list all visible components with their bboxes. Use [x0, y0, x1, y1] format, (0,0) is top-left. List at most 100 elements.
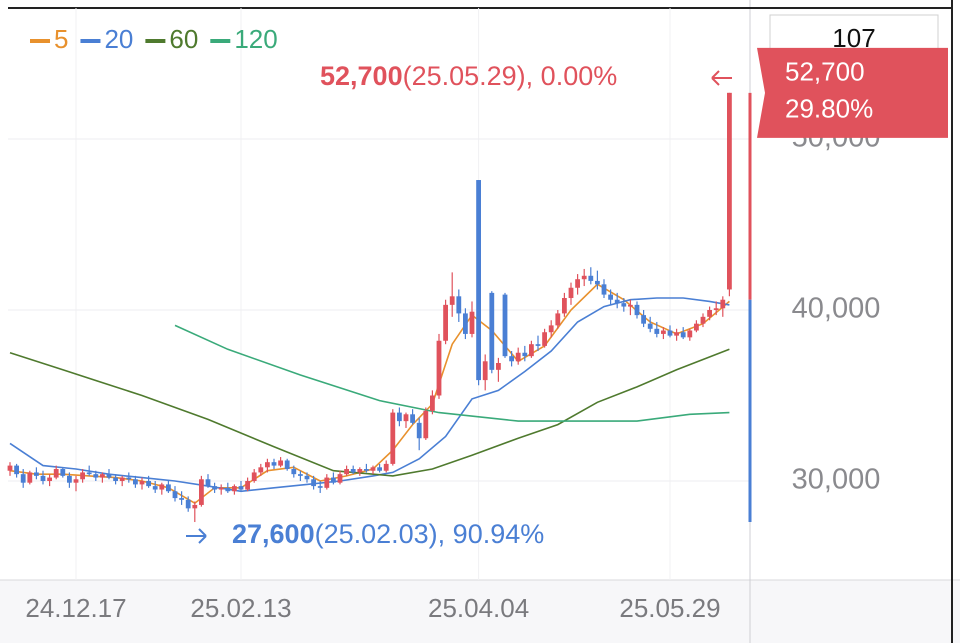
candle-body — [304, 475, 310, 480]
price-tag — [757, 47, 948, 138]
candle-body — [727, 92, 732, 290]
candle-body — [271, 462, 277, 466]
candle-body — [166, 484, 171, 492]
x-tick-label: 25.04.04 — [428, 593, 529, 623]
candle-body — [152, 486, 158, 490]
candle-body — [172, 491, 178, 499]
candle-body — [654, 328, 660, 334]
candle-body — [337, 474, 343, 483]
candle-body — [133, 479, 138, 485]
candle-body — [179, 498, 184, 500]
candle-body — [456, 296, 462, 314]
candle-body — [661, 330, 666, 334]
y-tick-label: 40,000 — [792, 293, 881, 325]
candle-body — [60, 469, 66, 476]
candle-body — [113, 477, 118, 481]
high-price: 52,700 — [320, 61, 403, 91]
candle-body — [390, 412, 396, 464]
candle-body — [344, 469, 349, 475]
ma-line — [9, 297, 730, 493]
ma-line — [174, 324, 730, 422]
candle-body — [575, 279, 580, 288]
x-tick-label: 24.12.17 — [25, 593, 126, 623]
candle-body — [476, 180, 481, 381]
x-axis-band — [0, 580, 960, 643]
candle-body — [205, 479, 211, 487]
low-detail: (25.02.03), 90.94% — [315, 519, 545, 549]
candle-body — [555, 313, 561, 326]
candle-body — [621, 303, 627, 307]
low-note: 27,600(25.02.03), 90.94% — [232, 519, 544, 549]
candle-body — [119, 477, 125, 481]
candle-body — [416, 422, 422, 439]
price-tag-change: 29.80% — [785, 94, 873, 124]
candle-body — [568, 287, 574, 299]
candle-body — [53, 469, 59, 478]
candle-body — [529, 344, 534, 357]
candle-body — [225, 487, 231, 492]
high-detail: (25.05.29), 0.00% — [403, 61, 618, 91]
candle-body — [423, 410, 429, 439]
candle-body — [535, 344, 541, 346]
candle-body — [601, 284, 607, 295]
candle-body — [397, 412, 402, 422]
candle-body — [284, 460, 290, 470]
candle-body — [14, 465, 19, 475]
ma-line — [9, 348, 730, 477]
candle-body — [34, 472, 39, 476]
high-note: 52,700(25.05.29), 0.00% — [320, 61, 617, 91]
candle-body — [139, 480, 145, 485]
candle-body — [383, 463, 389, 471]
candle-body — [489, 292, 495, 370]
candle-body — [218, 487, 224, 490]
candle-body — [126, 477, 132, 480]
candle-body — [581, 275, 587, 280]
candle-body — [357, 469, 363, 473]
candle-body — [192, 504, 198, 509]
candle-body — [311, 479, 316, 487]
candle-body — [212, 486, 217, 490]
candle-body — [634, 304, 640, 316]
candle-body — [614, 299, 620, 304]
candle-body — [595, 280, 600, 285]
candle-body — [146, 480, 151, 487]
candle-body — [562, 298, 567, 314]
y-tick-label: 30,000 — [792, 464, 881, 496]
candle-body — [548, 325, 554, 333]
high-arrow — [711, 70, 732, 86]
candle-body — [40, 475, 46, 481]
candle-body — [265, 462, 270, 468]
legend-label: 60 — [169, 24, 198, 54]
candle-body — [628, 304, 633, 307]
candle-body — [27, 472, 33, 483]
candle-body — [106, 474, 112, 478]
candle-body — [482, 361, 488, 381]
candle-body — [80, 472, 85, 480]
candle-body — [324, 477, 330, 488]
candle-body — [720, 299, 726, 309]
candle-body — [86, 472, 92, 475]
low-price: 27,600 — [232, 519, 315, 549]
candle-body — [522, 352, 528, 357]
candle-body — [350, 469, 356, 473]
candle-body — [502, 294, 508, 357]
candle-body — [515, 352, 521, 362]
candle-body — [298, 474, 303, 476]
candle-body — [67, 475, 72, 483]
candle-body — [509, 356, 514, 362]
x-tick-label: 25.02.13 — [190, 593, 291, 623]
candle-body — [232, 486, 237, 492]
candle-body — [608, 294, 613, 300]
candle-body — [694, 323, 699, 331]
candle-body — [713, 308, 719, 310]
candle-body — [463, 313, 468, 334]
candle-body — [47, 477, 52, 481]
candle-body — [542, 332, 547, 346]
candle-body — [20, 474, 26, 483]
candle-body — [258, 467, 264, 473]
candle-body — [496, 362, 501, 370]
candle-body — [588, 275, 594, 281]
candle-body — [317, 486, 323, 488]
candle-body — [674, 332, 679, 336]
candle-body — [370, 467, 376, 471]
